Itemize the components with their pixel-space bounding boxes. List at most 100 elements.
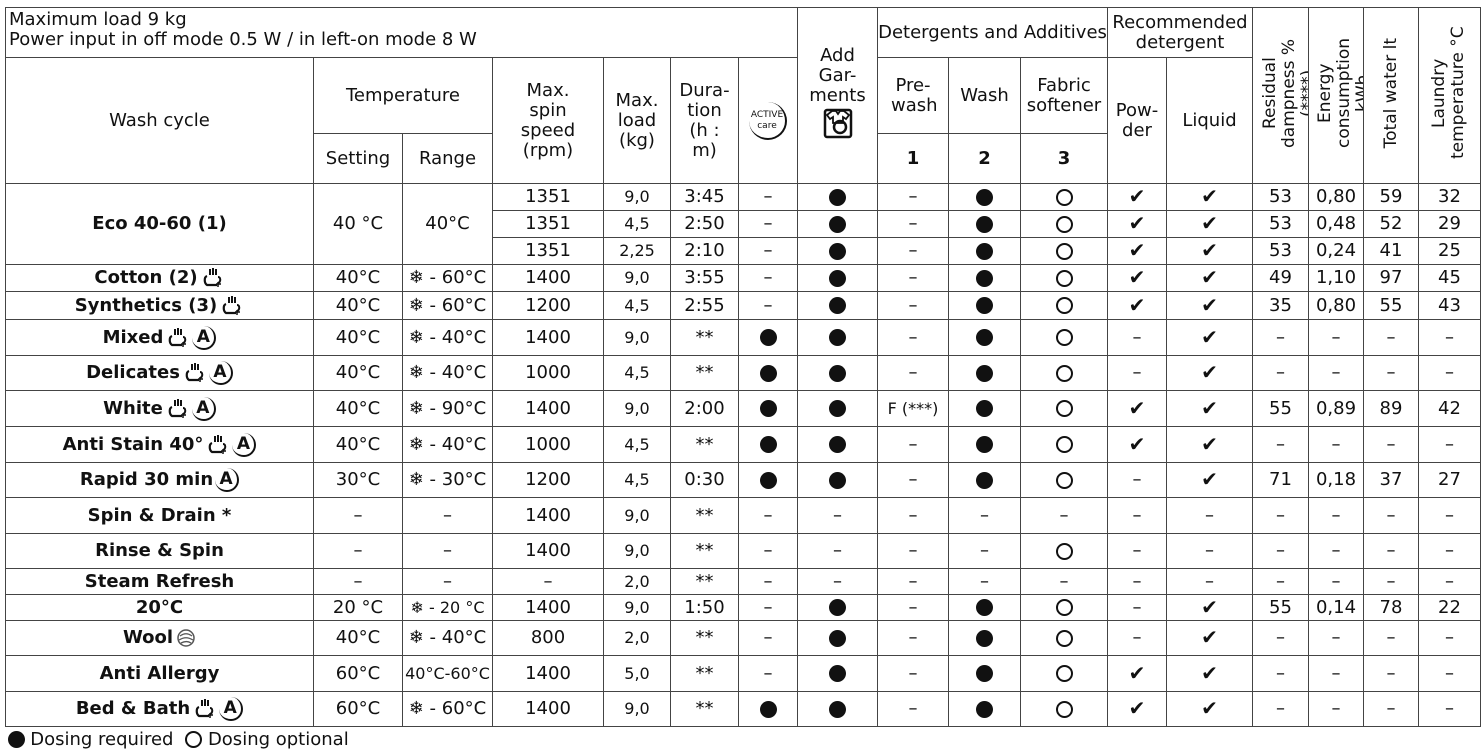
dash: –	[1205, 570, 1214, 592]
dash: –	[1445, 662, 1454, 684]
dash: –	[1386, 540, 1396, 561]
residual-cell: 53	[1252, 210, 1309, 238]
energy-cell: 0,80	[1308, 291, 1364, 320]
laundry-temp-cell: 29	[1418, 210, 1481, 238]
recommended-detergent-header: Recommended detergent	[1107, 7, 1253, 58]
wash-cell: –	[948, 533, 1021, 569]
dash: –	[1386, 627, 1396, 648]
duration-cell: 2:10	[670, 237, 739, 265]
filled-circle-icon	[829, 242, 846, 260]
check-icon: ✔	[1201, 211, 1218, 235]
active-care-icon: ACTIVE care	[738, 57, 798, 184]
spin-cell: 1351	[492, 237, 604, 265]
temperature-range: ❄ - 30°C	[402, 462, 493, 498]
check-icon: ✔	[1201, 265, 1218, 289]
load-cell: 9,0	[603, 183, 671, 211]
duration-cell: 3:45	[670, 183, 739, 211]
dash: –	[980, 570, 989, 592]
temperature-setting: 20 °C	[313, 594, 403, 621]
wash-cycle-name: Wool	[5, 620, 314, 656]
table-row: Anti Stain 40° A 40°C ❄ - 40°C 1000 4,5 ** – ✔ ✔ –…	[5, 426, 1481, 463]
filled-circle-icon	[976, 329, 993, 346]
temperature-range: 40°C	[402, 183, 493, 265]
powder-cell: ✔	[1107, 183, 1167, 211]
dash: –	[763, 267, 773, 288]
prewash-header: Pre- wash	[877, 57, 949, 134]
dash: –	[908, 627, 918, 648]
powder-cell: –	[1107, 462, 1167, 498]
wool-icon	[177, 629, 195, 647]
dash: –	[1132, 627, 1142, 648]
liquid-cell: –	[1166, 497, 1253, 534]
residual-cell: –	[1252, 355, 1309, 391]
softener-cell	[1020, 655, 1108, 692]
dash: –	[908, 294, 918, 316]
wash-cell	[948, 291, 1021, 320]
temperature-setting: 40°C	[313, 264, 403, 292]
liquid-cell: ✔	[1166, 691, 1253, 727]
filled-circle-icon	[829, 297, 846, 314]
spin-cell: –	[492, 568, 604, 595]
program-option-icon	[195, 699, 214, 718]
active-care-cell: –	[738, 497, 798, 534]
check-icon: ✔	[1201, 660, 1218, 685]
table-row: Steam Refresh – – –2,0 ** – – – – – – – – – – –	[5, 568, 1481, 595]
water-cell: –	[1363, 568, 1419, 595]
dash: –	[908, 540, 918, 561]
dash: –	[908, 213, 918, 234]
prewash-cell: –	[877, 462, 949, 498]
check-icon: ✔	[1128, 238, 1146, 262]
spin-cell: 1400	[492, 655, 604, 692]
water-cell: –	[1363, 620, 1419, 656]
check-icon: ✔	[1201, 696, 1218, 720]
laundry-temp-cell: 43	[1418, 291, 1481, 320]
water-cell: 97	[1363, 264, 1419, 292]
temperature-setting: 40°C	[313, 620, 403, 656]
open-circle-icon	[1055, 269, 1073, 287]
softener-cell	[1020, 691, 1108, 727]
energy-cell: –	[1308, 497, 1364, 534]
laundry-temp-cell: –	[1418, 497, 1481, 534]
wash-header: Wash	[948, 57, 1021, 134]
table-row: Eco 40-60 (1) 40 °C 40°C 1351 9,0 3:45– – ✔ ✔ 53 0…	[5, 183, 1481, 265]
range-header: Range	[402, 133, 493, 184]
dash: –	[763, 596, 773, 618]
softener-cell	[1020, 291, 1108, 320]
table-row: Bed & Bath A 60°C ❄ - 60°C 1400 9,0 ** – ✔ ✔ – – – –	[5, 691, 1481, 727]
softener-cell: –	[1020, 568, 1108, 595]
wash-cycle-name: Anti Allergy	[5, 655, 314, 692]
water-cell: –	[1363, 426, 1419, 463]
laundry-temp-cell: –	[1418, 319, 1481, 356]
dash: –	[1445, 627, 1454, 648]
dash: –	[1276, 698, 1285, 719]
check-icon: ✔	[1128, 660, 1146, 685]
wash-cell	[948, 594, 1021, 621]
wash-cycle-name: Cotton (2)	[5, 264, 314, 292]
filled-circle-icon	[759, 471, 777, 489]
dash: –	[1445, 362, 1454, 383]
power-input-text: Power input in off mode 0.5 W / in left-…	[9, 29, 477, 50]
dash: –	[1386, 362, 1396, 383]
spin-header: Max. spin speed (rpm)	[492, 57, 604, 184]
active-care-cell	[738, 426, 798, 463]
active-care-cell: –	[738, 594, 798, 621]
prewash-cell: –	[877, 319, 949, 356]
wash-cell	[948, 426, 1021, 463]
check-icon: ✔	[1128, 431, 1146, 456]
dash: –	[1205, 540, 1214, 561]
energy-cell: –	[1308, 426, 1364, 463]
program-option-icon	[209, 434, 227, 454]
temperature-range: –	[402, 533, 493, 569]
filled-circle-icon	[829, 665, 846, 682]
filled-circle-icon	[976, 599, 993, 616]
load-cell: 4,5	[603, 291, 671, 320]
active-care-cell	[738, 319, 798, 356]
table-row: White A 40°C ❄ - 90°C 1400 9,0 2:00 F (***) ✔ ✔ 55…	[5, 390, 1481, 427]
filled-circle-icon	[829, 400, 846, 417]
energy-cell: 0,48	[1308, 210, 1364, 238]
dash: –	[1276, 570, 1285, 592]
active-care-cell	[738, 691, 798, 727]
wash-cycle-name: White A	[5, 390, 314, 427]
water-header: Total water lt	[1363, 7, 1419, 184]
legend: Dosing required Dosing optional	[5, 726, 1481, 753]
